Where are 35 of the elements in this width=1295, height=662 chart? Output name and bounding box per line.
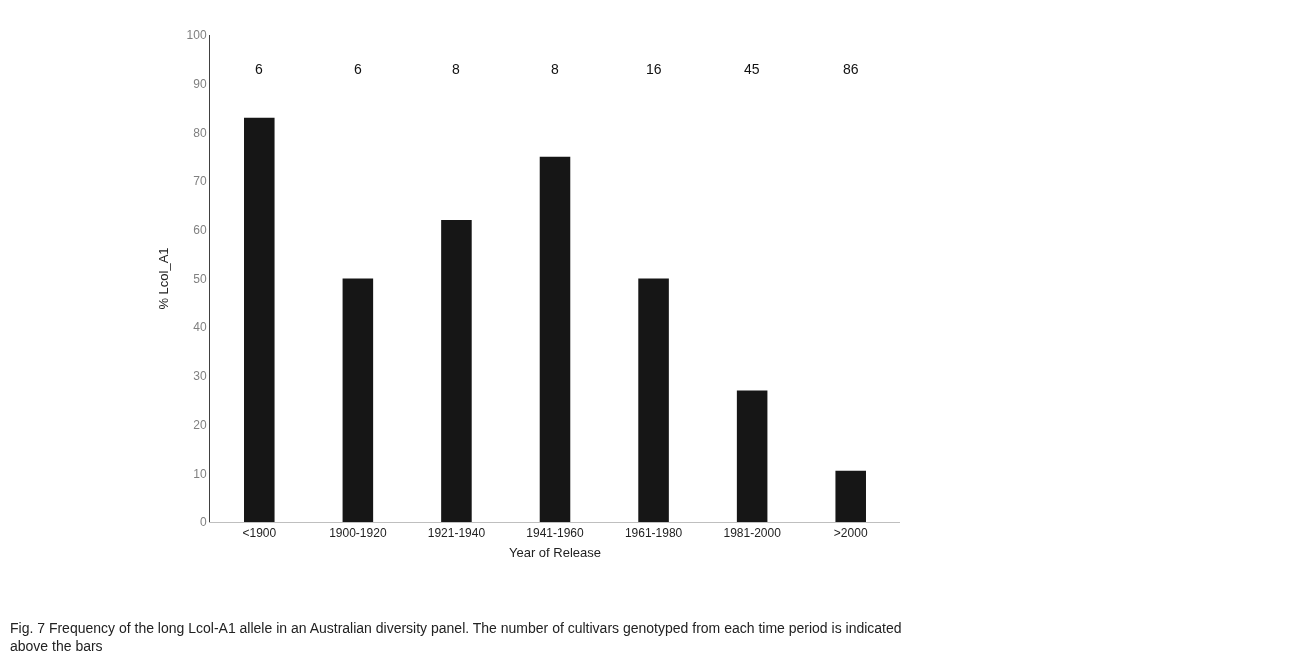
bar bbox=[539, 156, 571, 522]
x-axis-title: Year of Release bbox=[508, 545, 602, 560]
caption: Fig. 7 Frequency of the long Lcol-A1 allele in an Australian diversity panel. The number of cultivars genotyped from each time period is indicated above the bars bbox=[10, 620, 902, 655]
bar bbox=[835, 470, 866, 522]
x-tick-label: 1981-2000 bbox=[723, 526, 782, 541]
annotation: 8 bbox=[452, 61, 460, 77]
bar bbox=[342, 278, 374, 522]
y-tick-label: 100 bbox=[186, 28, 207, 43]
y-tick-label: 0 bbox=[199, 515, 207, 530]
bar bbox=[736, 390, 768, 522]
x-tick-label: 1900-1920 bbox=[329, 526, 387, 541]
y-tick-label: 60 bbox=[193, 223, 207, 237]
bar bbox=[441, 220, 472, 522]
annotation: 8 bbox=[551, 61, 559, 77]
y-tick-label: 90 bbox=[193, 76, 207, 91]
x-tick-label: 1961-1980 bbox=[624, 526, 683, 541]
y-tick-label: 40 bbox=[193, 320, 207, 335]
bar bbox=[244, 117, 275, 522]
x-tick-label: 1941-1960 bbox=[526, 526, 585, 541]
y-tick-label: 10 bbox=[193, 466, 207, 481]
y-tick-label: 30 bbox=[193, 369, 207, 384]
annotation: 86 bbox=[843, 61, 859, 77]
y-tick-label: 20 bbox=[193, 417, 207, 432]
annotation: 6 bbox=[255, 61, 263, 77]
y-tick-label: 80 bbox=[193, 125, 207, 140]
x-tick-label: <1900 bbox=[242, 526, 277, 541]
y-tick-label: 70 bbox=[193, 174, 207, 189]
x-tick-label: 1921-1940 bbox=[427, 526, 486, 541]
y-axis-title: % Lcol_A1 bbox=[155, 247, 171, 310]
annotation: 6 bbox=[354, 61, 362, 77]
bar bbox=[638, 278, 669, 522]
annotation: 45 bbox=[744, 61, 760, 77]
y-tick-label: 50 bbox=[193, 271, 207, 286]
x-tick-label: >2000 bbox=[833, 526, 868, 541]
annotation: 16 bbox=[646, 61, 662, 77]
